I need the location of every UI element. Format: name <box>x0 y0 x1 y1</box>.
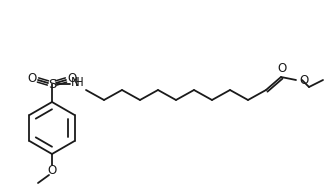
Text: H: H <box>75 76 84 89</box>
Text: O: O <box>299 74 308 87</box>
Text: O: O <box>278 61 287 74</box>
Text: N: N <box>71 76 80 89</box>
Text: O: O <box>48 164 57 177</box>
Text: O: O <box>27 72 37 85</box>
Text: S: S <box>48 77 56 90</box>
Text: O: O <box>67 72 77 85</box>
